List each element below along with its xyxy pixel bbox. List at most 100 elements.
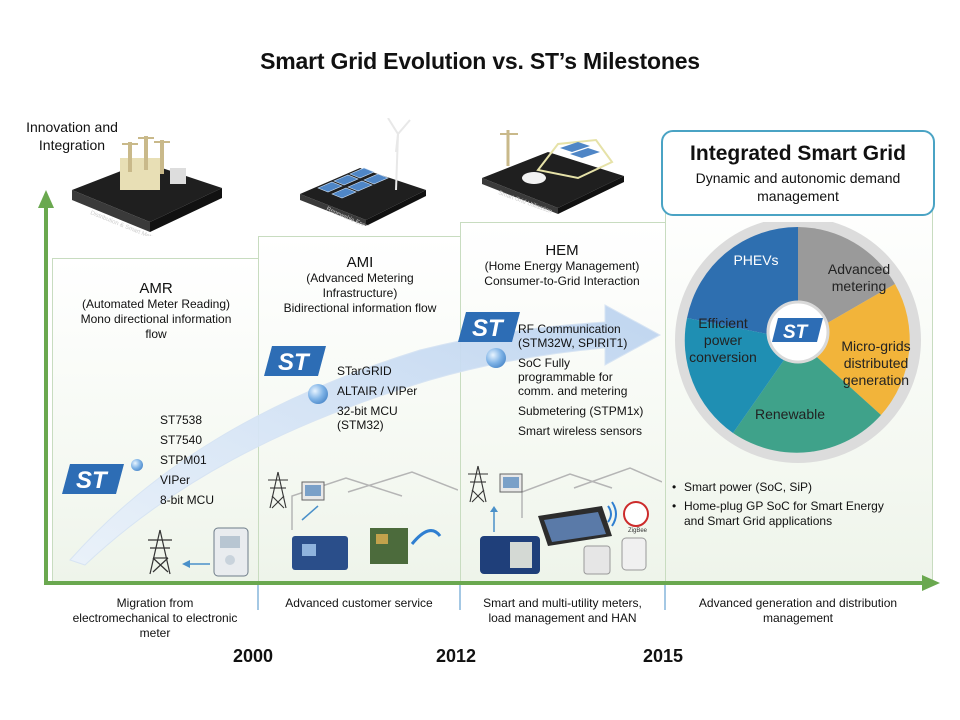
smart-grid-wheel: ST: [675, 222, 921, 463]
amr-footer: Migration from electromechanical to elec…: [52, 596, 258, 641]
renewable-energy-illustration: Renewable Energy: [300, 118, 426, 226]
milestone-orb-icon: [486, 348, 506, 368]
pylon-icon: [468, 465, 488, 503]
footer-line: Advanced customer service: [285, 596, 433, 610]
bullet-item: • Smart power (SoC, SiP): [672, 480, 813, 494]
isg-title: Integrated Smart Grid: [690, 142, 906, 165]
y-axis-label: Innovation and Integration: [12, 118, 132, 154]
smart-grid-utilisation-illustration: Smart Grid Utilisation: [482, 130, 624, 215]
bullet-icon: •: [672, 480, 677, 494]
wheel-segment-advanced-metering: [798, 227, 895, 340]
ami-desc-1: (Advanced Metering: [306, 271, 414, 285]
milestone-orb-icon: [308, 384, 328, 404]
year-2000: 2000: [233, 646, 274, 666]
hem-desc-1: (Home Energy Management): [484, 259, 640, 273]
st-logo-icon: ST: [772, 318, 823, 343]
bullet-item-continued: and Smart Grid applications: [684, 514, 833, 528]
product-item: RF Communication: [518, 322, 621, 336]
y-axis-label-line2: Integration: [38, 137, 106, 153]
y-axis-label-line1: Innovation and: [26, 119, 118, 135]
product-item: VIPer: [160, 473, 191, 487]
st-logo-icon: ST: [62, 464, 124, 494]
svg-text:ST: ST: [76, 467, 109, 494]
amr-desc-1: (Automated Meter Reading): [81, 297, 231, 311]
zigbee-label: ZigBee: [628, 528, 648, 534]
footer-line: electromechanical to electronic: [72, 611, 238, 625]
y-axis-arrowhead: [38, 190, 54, 208]
bullet-item: • Home-plug GP SoC for Smart Energy: [672, 499, 884, 513]
year-2012: 2012: [436, 646, 477, 666]
st-logo-icon: ST: [264, 346, 326, 376]
amr-desc-2: Mono directional information: [80, 312, 232, 326]
ami-title: AMI: [346, 254, 374, 271]
product-item: Smart wireless sensors: [518, 424, 643, 438]
wheel-label-renewable: Renewable: [754, 406, 826, 422]
wheel-segment-renewable: [733, 340, 881, 453]
isg-subtitle-1: Dynamic and autonomic demand: [695, 170, 901, 186]
distribution-smart-meter-illustration: Distribution & Smart Meter: [72, 136, 222, 236]
ami-text-block: AMI (Advanced Metering Infrastructure) B…: [262, 250, 458, 316]
page-title: Smart Grid Evolution vs. ST’s Milestones: [260, 48, 700, 74]
footer-line: management: [762, 611, 834, 625]
pylon-icon: [268, 471, 288, 509]
wheel-label-efficient-power: Efficient power conversion: [680, 315, 766, 366]
product-item: ALTAIR / VIPer: [337, 384, 418, 398]
product-item: STarGRID: [337, 364, 392, 378]
svg-text:ST: ST: [472, 315, 505, 342]
wheel-label-advanced-metering: Advanced metering: [814, 261, 904, 295]
amr-text-block: AMR (Automated Meter Reading) Mono direc…: [56, 276, 256, 342]
hem-home-illustration: ZigBee: [468, 465, 662, 575]
evolution-arrow: [69, 304, 662, 566]
bullet-icon: •: [672, 499, 677, 513]
wheel-segment-phevs: [687, 226, 798, 340]
pylon-icon: [148, 529, 172, 575]
footer-line: Smart and multi-utility meters,: [483, 596, 642, 610]
wheel-label-line: metering: [831, 278, 887, 294]
wheel-label-line: power: [703, 332, 743, 348]
hem-footer: Smart and multi-utility meters, load man…: [460, 596, 665, 626]
product-item: 32-bit MCU: [337, 404, 398, 418]
footer-line: load management and HAN: [488, 611, 637, 625]
wheel-label-line: conversion: [689, 349, 757, 365]
product-item: ST7540: [160, 433, 203, 447]
hem-text-block: HEM (Home Energy Management) Consumer-to…: [462, 238, 662, 289]
product-item: 8-bit MCU: [160, 493, 215, 507]
product-item: STPM01: [160, 453, 207, 467]
hem-desc-2: Consumer-to-Grid Interaction: [484, 274, 640, 288]
amr-products: ST7538 ST7540 STPM01 VIPer 8-bit MCU: [160, 413, 214, 507]
ami-desc-3: Bidirectional information flow: [283, 301, 437, 315]
amr-meter-illustration: [148, 527, 249, 577]
isg-footer: Advanced generation and distribution man…: [665, 596, 931, 626]
product-item: SoC Fully: [518, 356, 571, 370]
ami-footer: Advanced customer service: [258, 596, 460, 611]
product-item: comm. and metering: [518, 384, 628, 398]
ami-home-illustration: [268, 471, 458, 570]
wheel-label-line: generation: [842, 372, 910, 388]
milestone-orb-icon: [131, 459, 143, 471]
wheel-label-line: Efficient: [698, 315, 748, 331]
wheel-label-line: Micro-grids: [841, 338, 911, 354]
footer-line: Migration from: [116, 596, 194, 610]
wheel-segment-micro-grids: [798, 284, 910, 415]
hem-products: RF Communication (STM32W, SPIRIT1) SoC F…: [518, 322, 643, 438]
year-2015: 2015: [643, 646, 684, 666]
integrated-smart-grid-box: Integrated Smart Grid Dynamic and autono…: [661, 130, 935, 216]
st-logo-icon: ST: [458, 312, 520, 342]
product-item: (STM32W, SPIRIT1): [518, 336, 628, 350]
product-item: (STM32): [337, 418, 384, 432]
footer-line: meter: [139, 626, 171, 640]
hem-title: HEM: [545, 242, 579, 259]
wheel-label-line: distributed: [843, 355, 909, 371]
product-item: programmable for: [518, 370, 613, 384]
amr-title: AMR: [139, 280, 173, 297]
svg-text:ST: ST: [278, 349, 311, 376]
isg-subtitle-2: management: [757, 188, 839, 204]
ami-products: STarGRID ALTAIR / VIPer 32-bit MCU (STM3…: [337, 364, 417, 432]
x-axis-arrowhead: [922, 575, 940, 591]
footer-line: Advanced generation and distribution: [698, 596, 898, 610]
amr-desc-3: flow: [145, 327, 167, 341]
wheel-label-line: Advanced: [827, 261, 891, 277]
product-item: ST7538: [160, 413, 203, 427]
isg-bullets: • Smart power (SoC, SiP) • Home-plug GP So…: [672, 480, 922, 529]
